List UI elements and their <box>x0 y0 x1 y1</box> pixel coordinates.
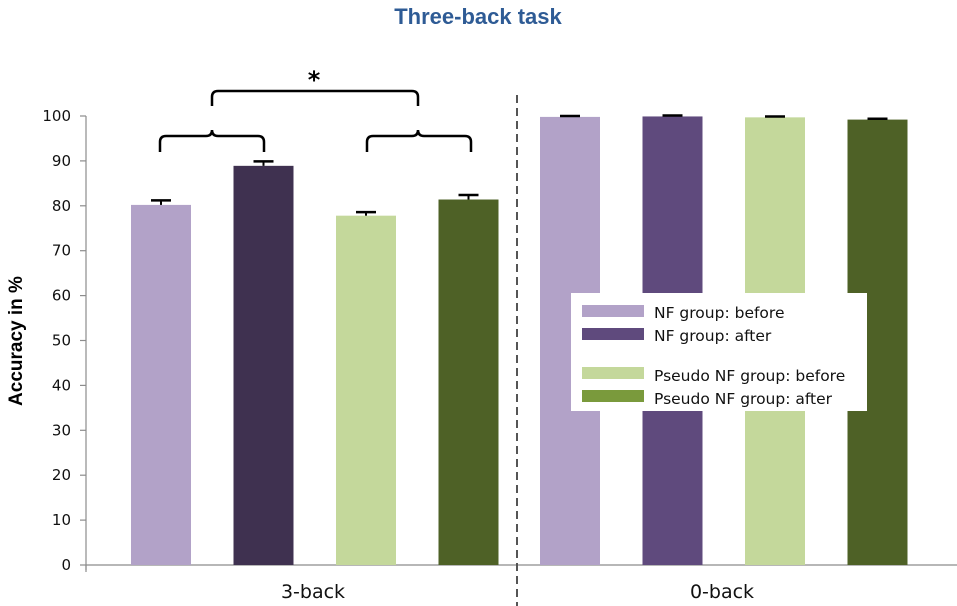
y-tick-label: 70 <box>52 242 71 260</box>
y-tick-label: 60 <box>52 287 71 305</box>
y-tick-label: 50 <box>52 332 71 350</box>
y-tick-label: 30 <box>52 421 71 439</box>
category-label-0back: 0-back <box>690 581 754 603</box>
y-tick-label: 20 <box>52 466 71 484</box>
y-tick-label: 10 <box>52 511 71 529</box>
bracket-between-groups <box>210 89 420 106</box>
bar <box>131 204 191 566</box>
bar <box>233 165 294 566</box>
legend-label-pseudo-before: Pseudo NF group: before <box>654 367 845 385</box>
bar <box>336 215 396 566</box>
y-tick-label: 40 <box>52 376 71 394</box>
y-axis-label: Accuracy in % <box>6 276 27 406</box>
legend-swatch-pseudo-before <box>582 367 644 379</box>
legend-swatch-nf-after <box>582 328 644 340</box>
chart-title: Three-back task <box>394 4 562 29</box>
legend: NF group: before NF group: after Pseudo … <box>571 293 867 411</box>
y-tick-label: 100 <box>42 107 71 125</box>
y-axis-ticks: 0 10 20 30 40 50 60 70 80 90 100 <box>42 107 86 574</box>
bracket-nf-group <box>158 129 266 152</box>
category-label-3back: 3-back <box>281 581 345 603</box>
y-tick-label: 80 <box>52 197 71 215</box>
y-tick-label: 0 <box>61 556 71 574</box>
bracket-pseudo-nf-group <box>365 129 473 152</box>
legend-label-nf-before: NF group: before <box>654 304 785 322</box>
legend-label-nf-after: NF group: after <box>654 327 772 345</box>
significance-asterisk: * <box>308 66 321 94</box>
legend-swatch-nf-before <box>582 305 644 317</box>
legend-label-pseudo-after: Pseudo NF group: after <box>654 390 833 408</box>
y-tick-label: 90 <box>52 152 71 170</box>
bar <box>438 199 499 566</box>
significance-brackets <box>158 89 473 152</box>
legend-swatch-pseudo-after <box>582 390 644 402</box>
